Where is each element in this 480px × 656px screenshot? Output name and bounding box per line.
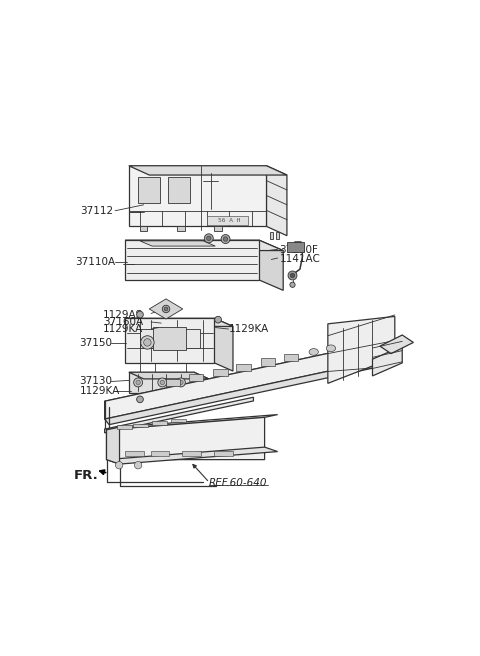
Polygon shape (140, 226, 147, 231)
Bar (189, 374, 203, 381)
Text: 37112: 37112 (81, 206, 114, 216)
Text: 1141AC: 1141AC (279, 254, 320, 264)
Circle shape (177, 378, 185, 387)
Polygon shape (107, 427, 120, 464)
Polygon shape (168, 177, 190, 203)
Bar (261, 358, 275, 366)
Bar (125, 451, 144, 456)
Circle shape (137, 396, 144, 403)
Ellipse shape (326, 345, 336, 352)
Polygon shape (140, 241, 216, 246)
Ellipse shape (309, 348, 318, 356)
Bar (133, 424, 148, 427)
Text: FR.: FR. (74, 469, 99, 482)
Polygon shape (372, 346, 402, 376)
Circle shape (134, 461, 142, 469)
Circle shape (115, 461, 123, 469)
Circle shape (290, 274, 295, 277)
Text: REF.60-640: REF.60-640 (209, 478, 267, 487)
Text: 1129AS: 1129AS (103, 310, 143, 320)
Polygon shape (129, 372, 194, 393)
Circle shape (215, 316, 221, 323)
Bar (284, 354, 298, 361)
Polygon shape (107, 417, 264, 460)
Polygon shape (215, 318, 233, 371)
Polygon shape (107, 447, 277, 464)
Polygon shape (276, 232, 279, 239)
Polygon shape (105, 398, 253, 433)
Circle shape (221, 235, 230, 243)
Polygon shape (287, 242, 304, 253)
Text: 37180F: 37180F (279, 245, 318, 255)
Bar (117, 425, 132, 429)
Circle shape (290, 282, 295, 287)
Circle shape (160, 380, 165, 384)
Polygon shape (194, 372, 209, 400)
Bar (152, 421, 167, 424)
Bar (237, 363, 251, 371)
Circle shape (223, 237, 228, 241)
Circle shape (158, 378, 167, 387)
Text: 37150: 37150 (79, 338, 112, 348)
Polygon shape (149, 299, 183, 319)
Bar (214, 451, 233, 456)
Polygon shape (107, 415, 277, 430)
Polygon shape (270, 232, 273, 239)
Circle shape (288, 271, 297, 280)
Polygon shape (105, 340, 391, 419)
Circle shape (144, 338, 151, 346)
Text: 37130: 37130 (79, 377, 112, 386)
Circle shape (204, 234, 213, 243)
Polygon shape (125, 318, 215, 363)
Polygon shape (328, 316, 395, 383)
Circle shape (137, 311, 144, 318)
Polygon shape (177, 226, 185, 231)
Text: 37110A: 37110A (75, 257, 115, 268)
Circle shape (133, 378, 143, 387)
Polygon shape (215, 226, 222, 231)
Circle shape (141, 336, 154, 349)
Circle shape (164, 307, 168, 311)
Polygon shape (259, 240, 283, 291)
Bar (182, 451, 201, 456)
Polygon shape (153, 327, 186, 350)
Bar (214, 369, 228, 376)
Circle shape (206, 236, 211, 241)
Polygon shape (129, 166, 266, 226)
Text: 1129KA: 1129KA (103, 325, 143, 335)
Polygon shape (105, 358, 396, 424)
Bar (171, 419, 186, 422)
Polygon shape (140, 329, 200, 348)
Polygon shape (105, 340, 391, 409)
Text: 56 A H: 56 A H (218, 218, 240, 223)
Text: 37160A: 37160A (103, 318, 143, 327)
Bar (151, 451, 169, 456)
Polygon shape (125, 318, 233, 327)
Circle shape (136, 380, 140, 384)
Polygon shape (138, 177, 160, 203)
Text: 1129KA: 1129KA (79, 386, 120, 396)
Circle shape (162, 305, 170, 313)
Bar (207, 216, 248, 224)
Polygon shape (380, 335, 413, 354)
Polygon shape (125, 240, 259, 280)
Circle shape (179, 380, 183, 384)
Bar (166, 379, 180, 386)
Polygon shape (266, 166, 287, 236)
Polygon shape (129, 372, 209, 379)
Polygon shape (125, 240, 283, 251)
Text: 1129KA: 1129KA (229, 325, 269, 335)
Polygon shape (129, 166, 287, 175)
